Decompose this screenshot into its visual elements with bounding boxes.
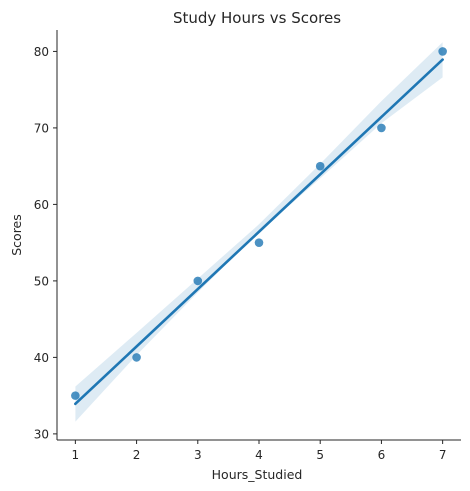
y-tick-label: 80: [34, 45, 49, 59]
y-tick-label: 70: [34, 121, 49, 135]
data-point: [315, 161, 325, 171]
x-axis-ticks: 1 2 3 4 5 6 7: [72, 440, 447, 462]
y-tick-label: 60: [34, 198, 49, 212]
y-tick-label: 50: [34, 274, 49, 288]
data-point: [377, 123, 386, 133]
data-point: [132, 353, 141, 362]
x-tick-label: 6: [378, 448, 386, 462]
y-tick-label: 40: [34, 351, 49, 365]
regression-line: [74, 58, 444, 406]
y-axis-ticks: 30 40 50 60 70 80: [34, 45, 57, 441]
data-point: [254, 238, 264, 247]
x-tick-label: 5: [316, 448, 324, 462]
chart-title: Study Hours vs Scores: [173, 9, 341, 27]
plot-area: [71, 42, 447, 422]
x-tick-label: 4: [255, 448, 263, 462]
x-tick-label: 7: [439, 448, 447, 462]
x-tick-label: 2: [133, 448, 141, 462]
data-point: [193, 276, 203, 286]
data-point: [438, 47, 447, 56]
x-tick-label: 1: [72, 448, 80, 462]
y-axis-label: Scores: [9, 214, 24, 256]
y-tick-label: 30: [34, 427, 49, 441]
data-point: [71, 391, 80, 400]
x-axis-label: Hours_Studied: [212, 467, 303, 482]
x-tick-label: 3: [194, 448, 202, 462]
